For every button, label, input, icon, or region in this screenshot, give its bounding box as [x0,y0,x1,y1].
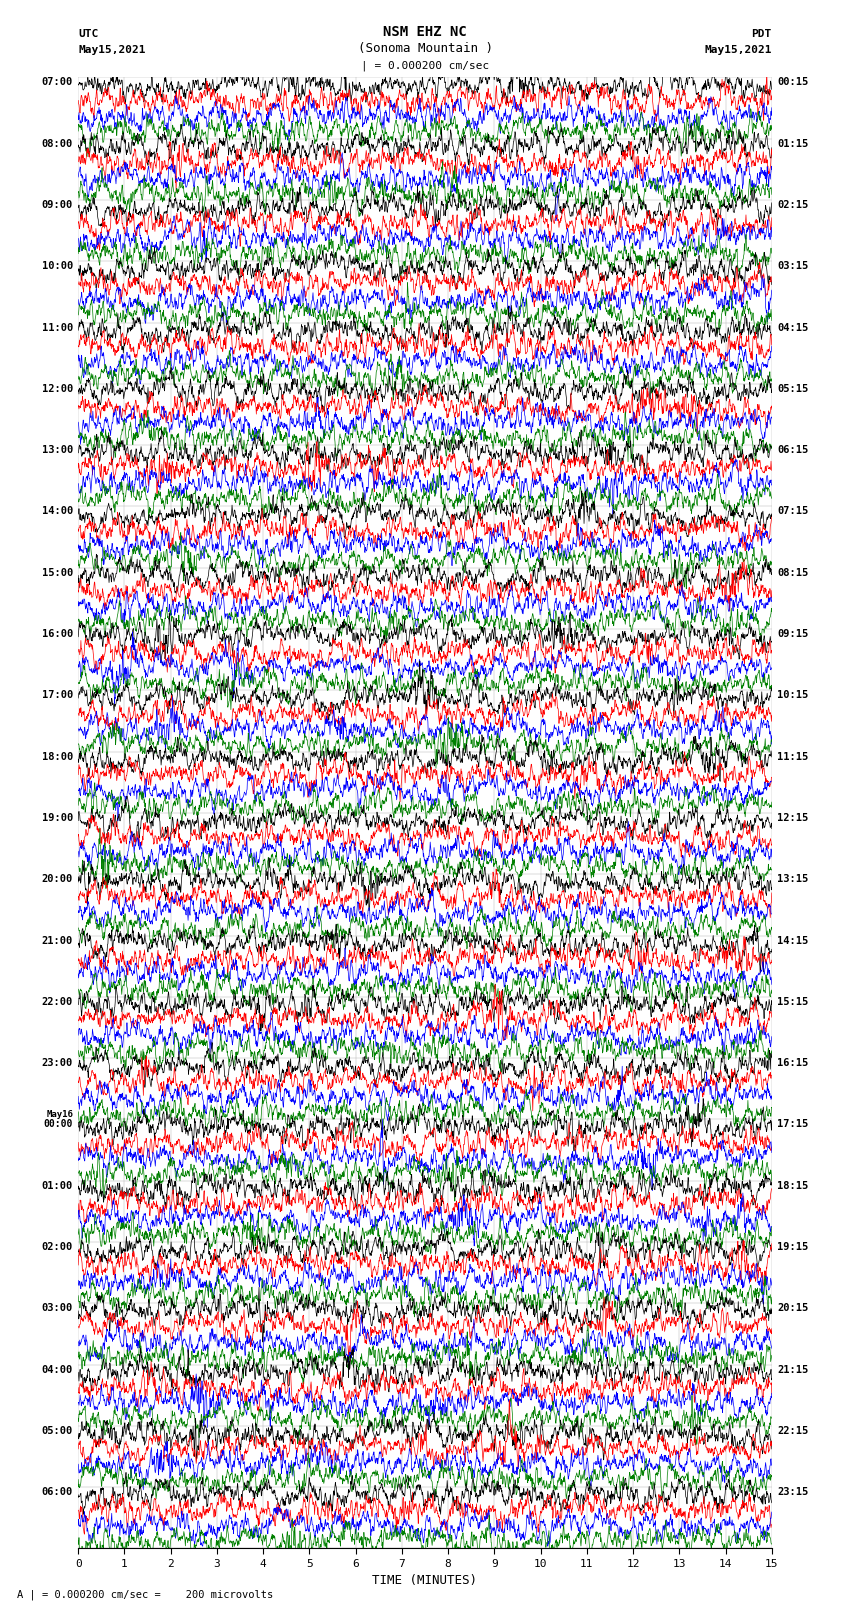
Text: 04:15: 04:15 [777,323,808,332]
Text: 07:00: 07:00 [42,77,73,87]
Text: 17:15: 17:15 [777,1119,808,1129]
Text: 23:15: 23:15 [777,1487,808,1497]
Text: 15:15: 15:15 [777,997,808,1007]
Text: 10:00: 10:00 [42,261,73,271]
Text: May15,2021: May15,2021 [78,45,145,55]
Text: 12:00: 12:00 [42,384,73,394]
Text: 23:00: 23:00 [42,1058,73,1068]
Text: 09:15: 09:15 [777,629,808,639]
Text: 22:15: 22:15 [777,1426,808,1436]
Text: 22:00: 22:00 [42,997,73,1007]
Text: 01:00: 01:00 [42,1181,73,1190]
Text: 15:00: 15:00 [42,568,73,577]
Text: 21:15: 21:15 [777,1365,808,1374]
Text: 19:15: 19:15 [777,1242,808,1252]
Text: 08:00: 08:00 [42,139,73,148]
Text: 11:15: 11:15 [777,752,808,761]
Text: 20:00: 20:00 [42,874,73,884]
Text: 21:00: 21:00 [42,936,73,945]
Text: NSM EHZ NC: NSM EHZ NC [383,24,467,39]
Text: 16:15: 16:15 [777,1058,808,1068]
Text: 10:15: 10:15 [777,690,808,700]
X-axis label: TIME (MINUTES): TIME (MINUTES) [372,1574,478,1587]
Text: 11:00: 11:00 [42,323,73,332]
Text: 03:15: 03:15 [777,261,808,271]
Text: 17:00: 17:00 [42,690,73,700]
Text: 04:00: 04:00 [42,1365,73,1374]
Text: 14:00: 14:00 [42,506,73,516]
Text: 02:00: 02:00 [42,1242,73,1252]
Text: UTC: UTC [78,29,99,39]
Text: May16: May16 [46,1110,73,1119]
Text: 01:15: 01:15 [777,139,808,148]
Text: 05:00: 05:00 [42,1426,73,1436]
Text: 06:15: 06:15 [777,445,808,455]
Text: 16:00: 16:00 [42,629,73,639]
Text: 00:00: 00:00 [43,1119,73,1129]
Text: 18:15: 18:15 [777,1181,808,1190]
Text: 02:15: 02:15 [777,200,808,210]
Text: 12:15: 12:15 [777,813,808,823]
Text: A | = 0.000200 cm/sec =    200 microvolts: A | = 0.000200 cm/sec = 200 microvolts [17,1589,273,1600]
Text: (Sonoma Mountain ): (Sonoma Mountain ) [358,42,492,55]
Text: 08:15: 08:15 [777,568,808,577]
Text: 19:00: 19:00 [42,813,73,823]
Text: 09:00: 09:00 [42,200,73,210]
Text: May15,2021: May15,2021 [705,45,772,55]
Text: 14:15: 14:15 [777,936,808,945]
Text: | = 0.000200 cm/sec: | = 0.000200 cm/sec [361,60,489,71]
Text: 03:00: 03:00 [42,1303,73,1313]
Text: 07:15: 07:15 [777,506,808,516]
Text: 00:15: 00:15 [777,77,808,87]
Text: PDT: PDT [751,29,772,39]
Text: 20:15: 20:15 [777,1303,808,1313]
Text: 13:15: 13:15 [777,874,808,884]
Text: 05:15: 05:15 [777,384,808,394]
Text: 06:00: 06:00 [42,1487,73,1497]
Text: 18:00: 18:00 [42,752,73,761]
Text: 13:00: 13:00 [42,445,73,455]
